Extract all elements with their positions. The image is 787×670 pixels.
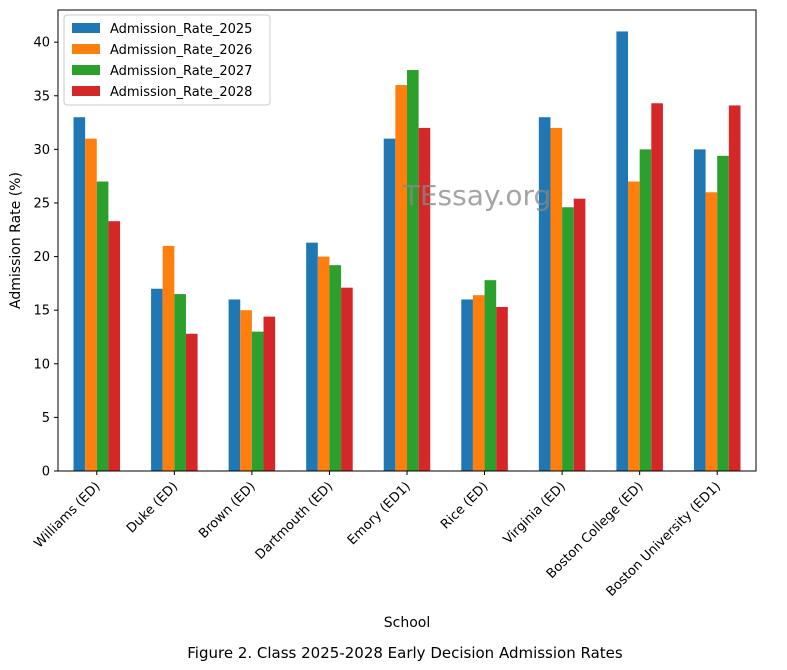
x-tick-label: Duke (ED)	[124, 479, 181, 536]
bar-admission-rate-2026-4	[395, 85, 407, 472]
bar-admission-rate-2025-5	[461, 299, 473, 471]
legend-swatch	[72, 86, 100, 96]
legend-entry: Admission_Rate_2026	[110, 43, 252, 58]
y-axis-label: Admission Rate (%)	[8, 172, 24, 309]
y-tick-label: 40	[33, 36, 50, 51]
bar-admission-rate-2027-1	[174, 294, 186, 471]
y-tick-label: 30	[33, 143, 50, 158]
bar-admission-rate-2026-2	[240, 310, 252, 471]
bar-admission-rate-2025-7	[616, 31, 629, 471]
x-axis-label: School	[384, 615, 430, 631]
y-tick-label: 5	[42, 411, 50, 426]
bar-admission-rate-2025-3	[306, 242, 318, 471]
bar-admission-rate-2028-2	[263, 316, 276, 471]
bar-admission-rate-2028-6	[573, 198, 586, 471]
bar-admission-rate-2027-6	[562, 207, 574, 471]
x-tick-label: Emory (ED1)	[345, 479, 414, 548]
legend-entry: Admission_Rate_2028	[110, 85, 252, 100]
bar-admission-rate-2025-1	[151, 288, 163, 471]
bar-admission-rate-2026-3	[317, 256, 330, 471]
bar-admission-rate-2027-8	[717, 155, 729, 472]
y-tick-label: 15	[33, 304, 50, 319]
bar-admission-rate-2028-0	[108, 221, 121, 471]
bars-group	[73, 31, 741, 472]
y-tick-label: 25	[33, 196, 50, 211]
legend-entry: Admission_Rate_2027	[110, 64, 252, 79]
x-tick-label: Brown (ED)	[196, 479, 258, 541]
bar-admission-rate-2025-8	[693, 149, 706, 471]
legend-swatch	[72, 23, 100, 33]
y-tick-label: 35	[33, 89, 50, 104]
watermark: TEssay.org	[402, 179, 552, 212]
plot-frame	[57, 9, 757, 472]
bar-admission-rate-2028-7	[651, 103, 663, 472]
legend-swatch	[72, 65, 100, 75]
legend-box	[63, 14, 271, 106]
bar-admission-rate-2027-7	[639, 149, 652, 471]
bar-admission-rate-2027-0	[96, 181, 109, 471]
bar-admission-rate-2026-5	[472, 295, 485, 471]
bar-admission-rate-2026-8	[705, 192, 718, 471]
figure-caption: Figure 2. Class 2025-2028 Early Decision…	[187, 644, 623, 662]
bar-admission-rate-2028-1	[185, 333, 198, 471]
bar-admission-rate-2028-8	[728, 105, 741, 472]
bar-admission-rate-2027-3	[329, 265, 342, 471]
legend: Admission_Rate_2025 Admission_Rate_2026 Ad…	[63, 14, 271, 106]
bar-admission-rate-2026-6	[550, 127, 563, 472]
bar-admission-rate-2025-6	[538, 117, 551, 472]
bar-admission-rate-2028-3	[341, 287, 353, 471]
bar-admission-rate-2026-0	[85, 138, 97, 471]
bar-admission-rate-2025-2	[228, 299, 241, 471]
bar-admission-rate-2025-0	[73, 117, 86, 472]
bar-admission-rate-2027-5	[484, 280, 497, 471]
y-tick-label: 20	[33, 250, 50, 265]
bar-admission-rate-2028-4	[418, 127, 431, 472]
x-tick-label: Rice (ED)	[438, 479, 491, 532]
x-tick-label: Dartmouth (ED)	[253, 479, 337, 563]
legend-entry: Admission_Rate_2025	[110, 22, 252, 37]
bar-admission-rate-2026-1	[162, 245, 175, 471]
legend-swatch	[72, 44, 100, 54]
bar-admission-rate-2025-4	[383, 138, 396, 471]
bar-admission-rate-2027-2	[251, 331, 264, 471]
x-axis: Williams (ED) Duke (ED) Brown (ED)Dartmout…	[32, 471, 724, 600]
bar-admission-rate-2028-5	[496, 306, 508, 471]
bar-admission-rate-2026-7	[628, 181, 640, 471]
y-tick-label: 0	[42, 465, 50, 480]
y-axis: 0 5 10 15 20 25 30 35 40	[33, 36, 58, 480]
x-tick-label: Virginia (ED)	[501, 479, 569, 547]
x-tick-label: Williams (ED)	[32, 479, 104, 551]
bar-admission-rate-2027-4	[407, 70, 419, 471]
y-tick-label: 10	[33, 357, 50, 372]
